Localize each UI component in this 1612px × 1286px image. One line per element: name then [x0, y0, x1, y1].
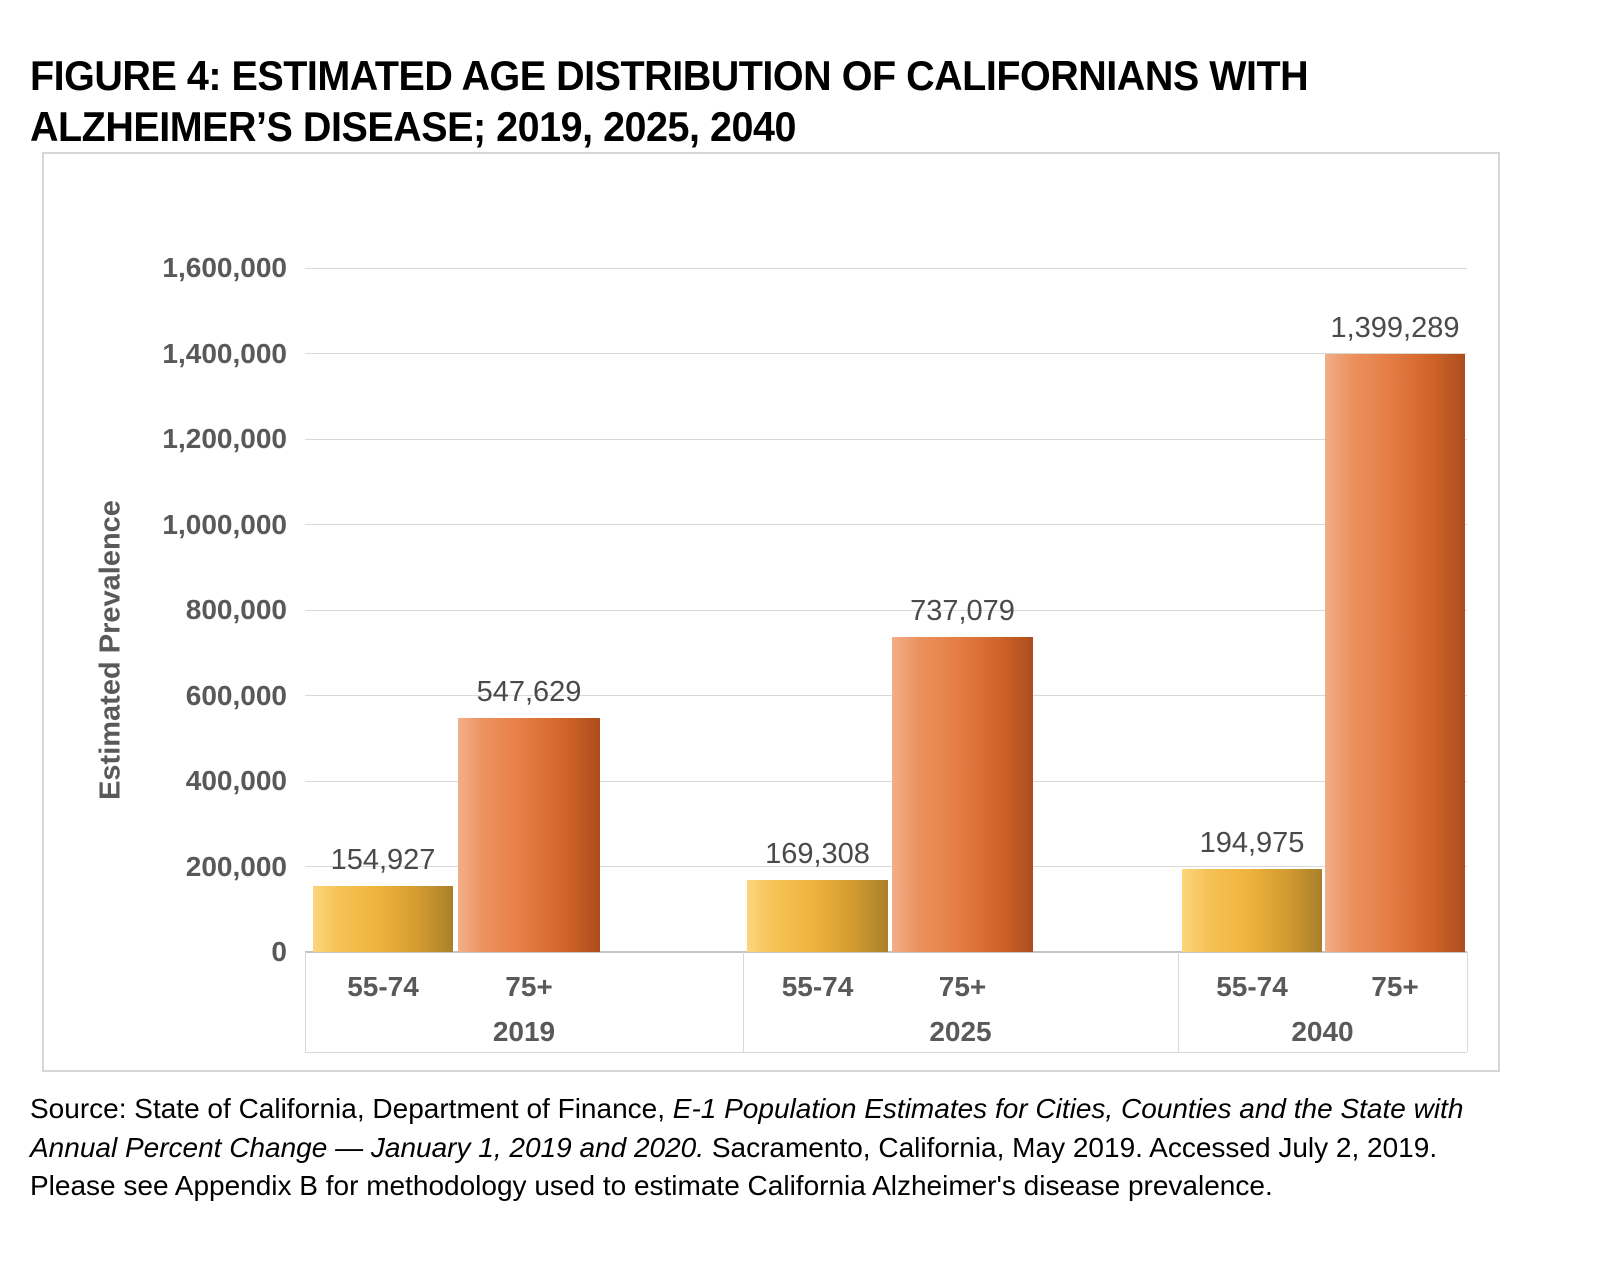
y-axis-title: Estimated Prevalence	[94, 500, 127, 800]
source-note: Source: State of California, Department …	[30, 1090, 1476, 1206]
chart-panel	[42, 152, 1500, 1072]
source-text-italic: E-1 Population Estimates for Cities, Cou…	[30, 1093, 1464, 1163]
source-text-regular-2: Sacramento, California, May 2019. Access…	[30, 1131, 1438, 1202]
figure-title-line2: ALZHEIMER’S DISEASE; 2019, 2025, 2040	[30, 103, 796, 150]
figure-title: FIGURE 4: ESTIMATED AGE DISTRIBUTION OF …	[30, 50, 1440, 152]
source-text-regular-1: Source: State of California, Department …	[30, 1093, 673, 1124]
figure-title-line1: FIGURE 4: ESTIMATED AGE DISTRIBUTION OF …	[30, 52, 1309, 99]
